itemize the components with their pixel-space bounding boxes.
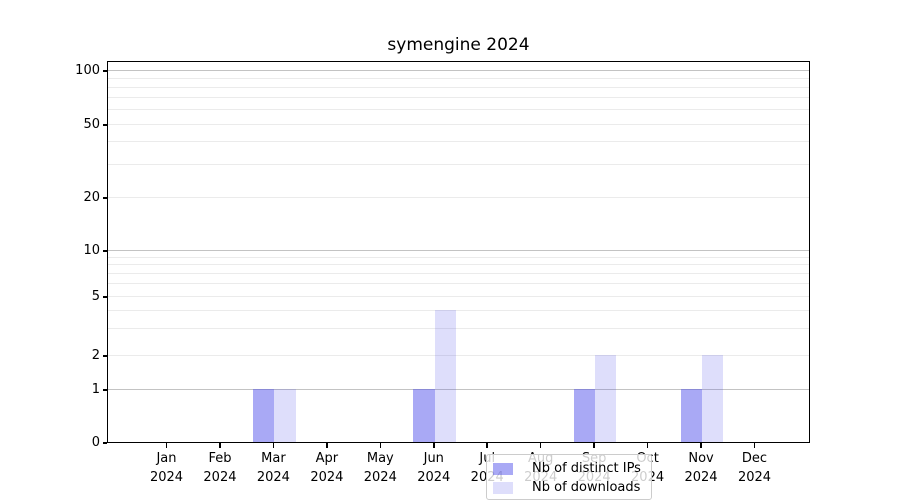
gridline-major — [108, 249, 809, 251]
x-axis-tick-mark — [272, 443, 275, 448]
gridline-minor — [108, 283, 809, 285]
chart-title: symengine 2024 — [387, 35, 530, 55]
bar-nb-of-downloads-mar — [274, 389, 296, 442]
legend-label-downloads: Nb of downloads — [532, 480, 641, 495]
y-axis-tick-mark — [102, 296, 107, 298]
x-axis-tick-mark — [486, 443, 489, 448]
plot-inner — [108, 62, 809, 442]
bar-nb-of-downloads-sep — [595, 355, 617, 442]
x-axis-tick-label: Dec 2024 — [737, 451, 772, 485]
gridline-minor — [108, 196, 809, 198]
y-axis-tick-mark — [102, 124, 107, 126]
legend-swatch-downloads — [493, 481, 513, 494]
x-axis-tick-label: Jun 2024 — [417, 451, 451, 485]
gridline-minor — [108, 273, 809, 275]
gridline-minor — [108, 295, 809, 297]
y-axis-tick-mark — [102, 355, 107, 357]
x-axis-tick-label: Apr 2024 — [310, 451, 344, 485]
x-axis-tick-mark — [646, 443, 649, 448]
y-axis-tick-label: 0 — [91, 435, 100, 450]
x-axis-tick-label: May 2024 — [363, 451, 397, 485]
y-axis-tick-mark — [102, 197, 107, 199]
gridline-major — [108, 69, 809, 71]
gridline-minor — [108, 123, 809, 125]
x-axis-tick-mark — [539, 443, 542, 448]
bar-nb-of-downloads-nov — [702, 355, 724, 442]
x-axis-tick-label: Nov 2024 — [684, 451, 718, 485]
x-axis-tick-label: Jan 2024 — [149, 451, 184, 485]
bar-nb-of-distinct-ips-nov — [680, 389, 703, 442]
bar-nb-of-distinct-ips-sep — [573, 389, 596, 442]
bar-nb-of-downloads-jun — [434, 310, 457, 442]
y-axis-tick-label: 20 — [83, 190, 100, 205]
y-axis-tick-label: 100 — [75, 63, 100, 78]
gridline-minor — [108, 354, 809, 356]
bar-nb-of-distinct-ips-jun — [413, 389, 435, 442]
gridline-major — [108, 388, 809, 390]
gridline-minor — [108, 97, 809, 99]
legend: Nb of distinct IPs Nb of downloads — [486, 454, 652, 500]
y-axis-tick-mark — [102, 250, 107, 252]
gridline-minor — [108, 164, 809, 166]
legend-item-distinct-ips: Nb of distinct IPs — [493, 459, 645, 478]
gridline-minor — [108, 256, 809, 258]
legend-label-distinct-ips: Nb of distinct IPs — [532, 461, 641, 476]
gridline-minor — [108, 77, 809, 79]
x-axis-tick-label: Mar 2024 — [256, 451, 290, 485]
gridline-minor — [108, 109, 809, 111]
gridline-minor — [108, 328, 809, 330]
plot-area: Nb of distinct IPs Nb of downloads — [107, 61, 810, 500]
x-axis-tick-mark — [379, 443, 382, 448]
x-axis-tick-mark — [753, 443, 756, 448]
gridline-minor — [108, 264, 809, 266]
y-axis-tick-label: 2 — [91, 348, 100, 363]
x-axis-tick-mark — [593, 443, 595, 448]
gridline-minor — [108, 309, 809, 311]
y-axis-tick-mark — [102, 389, 107, 391]
y-axis-tick-label: 1 — [91, 382, 100, 397]
y-axis-tick-label: 5 — [91, 289, 100, 304]
x-axis-tick-mark — [700, 443, 702, 448]
x-axis-tick-mark — [219, 443, 221, 448]
bar-nb-of-distinct-ips-mar — [253, 389, 275, 442]
y-axis-tick-label: 50 — [83, 117, 100, 132]
legend-swatch-distinct-ips — [493, 462, 513, 475]
x-axis-tick-mark — [432, 443, 435, 448]
x-axis-tick-mark — [165, 443, 168, 448]
x-axis-tick-mark — [326, 443, 328, 448]
y-axis-tick-label: 10 — [83, 243, 100, 258]
x-axis-tick-label: Feb 2024 — [203, 451, 237, 485]
y-axis-tick-mark — [102, 442, 107, 444]
y-axis-tick-mark — [102, 70, 107, 72]
gridline-minor — [108, 141, 809, 143]
legend-item-downloads: Nb of downloads — [493, 478, 645, 497]
gridline-minor — [108, 86, 809, 88]
